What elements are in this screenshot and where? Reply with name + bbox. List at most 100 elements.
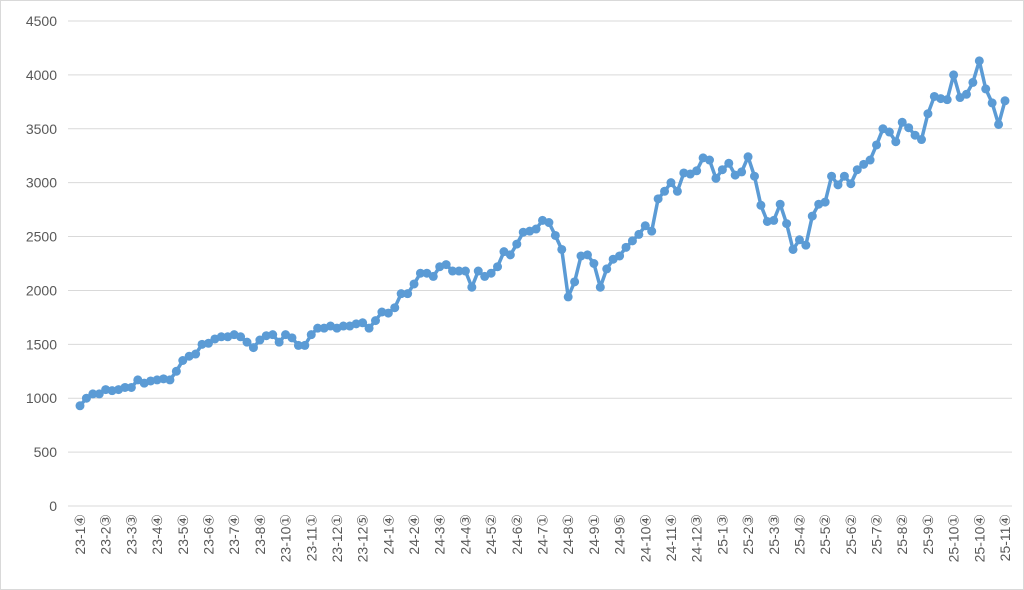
data-point	[403, 289, 413, 299]
x-tick-label: 24-6②	[509, 514, 525, 555]
data-point	[916, 135, 926, 145]
data-point	[589, 259, 599, 268]
data-point	[396, 289, 406, 299]
x-tick-label: 24-8①	[560, 514, 576, 555]
data-point	[705, 155, 715, 165]
x-tick-label: 23-3③	[123, 514, 139, 555]
data-point	[126, 382, 136, 392]
data-point	[268, 330, 278, 340]
x-tick-label: 25-9①	[920, 514, 936, 555]
data-point	[428, 271, 438, 281]
x-tick-label: 25-3③	[766, 514, 782, 555]
data-point	[968, 77, 978, 87]
x-tick-label: 23-1④	[72, 514, 88, 555]
data-point	[441, 260, 451, 270]
x-tick-label: 23-5④	[175, 514, 191, 555]
data-point	[448, 266, 458, 276]
data-point	[653, 194, 663, 204]
x-tick-label: 24-9①	[586, 514, 602, 555]
data-point	[171, 366, 181, 376]
x-tick-label: 25-6②	[843, 514, 859, 555]
data-point	[216, 332, 226, 342]
data-point	[454, 266, 464, 276]
data-point	[383, 308, 393, 318]
y-tick-label: 4000	[26, 67, 57, 83]
data-point	[293, 340, 303, 350]
data-point	[666, 178, 676, 188]
data-point	[717, 165, 727, 175]
x-tick-label: 23-7④	[226, 514, 242, 555]
data-point	[313, 323, 323, 333]
y-tick-label: 1500	[26, 336, 57, 352]
data-point	[672, 186, 682, 196]
data-point	[782, 219, 792, 229]
y-tick-label: 3000	[26, 175, 57, 191]
x-tick-label: 24-10④	[637, 514, 653, 562]
x-tick-label: 23-10①	[278, 514, 294, 562]
data-point	[512, 239, 522, 249]
data-point	[94, 389, 104, 399]
data-point	[358, 318, 368, 328]
data-point	[801, 240, 811, 250]
data-point	[274, 337, 284, 347]
y-tick-label: 0	[49, 498, 57, 514]
data-point	[756, 200, 766, 210]
x-tick-label: 25-5②	[817, 514, 833, 555]
x-tick-label: 24-2④	[406, 514, 422, 555]
data-point	[827, 171, 837, 181]
data-point	[165, 375, 175, 385]
data-point	[942, 95, 952, 105]
y-tick-label: 2000	[26, 282, 57, 298]
x-tick-label: 24-4③	[457, 514, 473, 555]
data-point	[640, 221, 650, 231]
data-point	[634, 229, 644, 239]
data-point	[615, 251, 625, 261]
data-point	[409, 279, 419, 289]
x-tick-label: 25-2③	[740, 514, 756, 555]
x-tick-label: 25-1③	[714, 514, 730, 555]
data-point	[364, 323, 374, 333]
data-point	[88, 389, 98, 399]
data-point	[242, 337, 252, 347]
data-point	[949, 70, 959, 80]
data-point	[839, 171, 849, 181]
data-point	[236, 332, 246, 342]
data-point	[794, 235, 804, 245]
x-tick-label: 24-1④	[380, 514, 396, 555]
data-point	[910, 130, 920, 140]
data-point	[306, 330, 316, 340]
data-point	[203, 338, 213, 348]
y-tick-label: 2500	[26, 229, 57, 245]
data-point	[505, 250, 515, 260]
x-tick-label: 23-12⑤	[355, 514, 371, 562]
data-point	[370, 316, 380, 326]
data-point	[846, 179, 856, 189]
data-point	[711, 173, 721, 183]
data-point	[891, 137, 901, 147]
data-point	[660, 186, 670, 196]
data-point	[961, 89, 971, 99]
data-point	[582, 250, 592, 260]
data-point	[81, 393, 91, 403]
data-point	[737, 167, 747, 177]
x-tick-label: 24-7①	[535, 514, 551, 555]
data-point	[1000, 96, 1010, 106]
x-tick-label: 23-2③	[98, 514, 114, 555]
data-point	[191, 349, 201, 359]
data-point	[602, 264, 612, 274]
data-point	[994, 119, 1004, 129]
y-tick-label: 500	[34, 444, 58, 460]
data-point	[904, 123, 914, 133]
data-point	[859, 159, 869, 169]
data-point	[255, 335, 265, 345]
data-point	[120, 382, 130, 392]
x-tick-label: 25-7②	[869, 514, 885, 555]
data-point	[987, 98, 997, 108]
x-tick-label: 24-5②	[483, 514, 499, 555]
data-point	[467, 282, 477, 292]
data-point	[595, 282, 605, 292]
data-point	[493, 262, 503, 272]
data-point	[833, 180, 843, 190]
y-tick-label: 3500	[26, 121, 57, 137]
